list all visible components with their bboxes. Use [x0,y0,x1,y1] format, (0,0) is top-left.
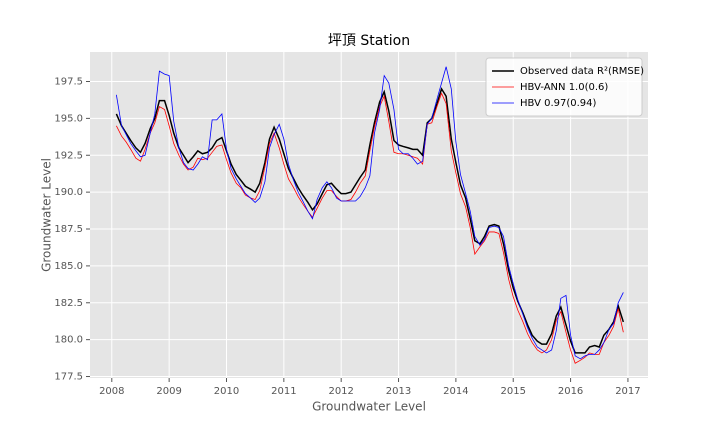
y-tick-label: 197.5 [54,77,83,88]
y-tick-label: 180.0 [54,335,83,346]
legend-box [485,57,643,117]
x-axis-label: Groundwater Level [312,400,426,414]
legend-label: HBV 0.97(0.94) [520,98,597,109]
y-tick-label: 177.5 [54,372,83,383]
y-axis-label: Groundwater Level [40,158,54,272]
x-tick-label: 2014 [443,386,468,397]
x-tick-label: 2016 [558,386,583,397]
x-tick-label: 2010 [214,386,239,397]
y-tick-label: 190.0 [54,187,83,198]
legend-label: Observed data R²(RMSE) [520,66,644,77]
x-tick-label: 2015 [501,386,526,397]
series-line [115,66,624,360]
y-tick-label: 187.5 [54,224,83,235]
x-tick-label: 2011 [271,386,296,397]
x-tick-label: 2013 [386,386,411,397]
x-tick-label: 2009 [156,386,181,397]
x-tick-label: 2017 [615,386,640,397]
series-line [115,87,625,354]
x-tick-label: 2012 [328,386,353,397]
y-tick-label: 182.5 [54,298,83,309]
chart-title: 坪頂 Station [328,33,410,49]
y-tick-label: 185.0 [54,261,83,272]
y-tick-label: 195.0 [54,113,83,124]
y-tick-label: 192.5 [54,150,83,161]
legend-label: HBV-ANN 1.0(0.6) [520,82,608,93]
x-tick-label: 2008 [99,386,124,397]
